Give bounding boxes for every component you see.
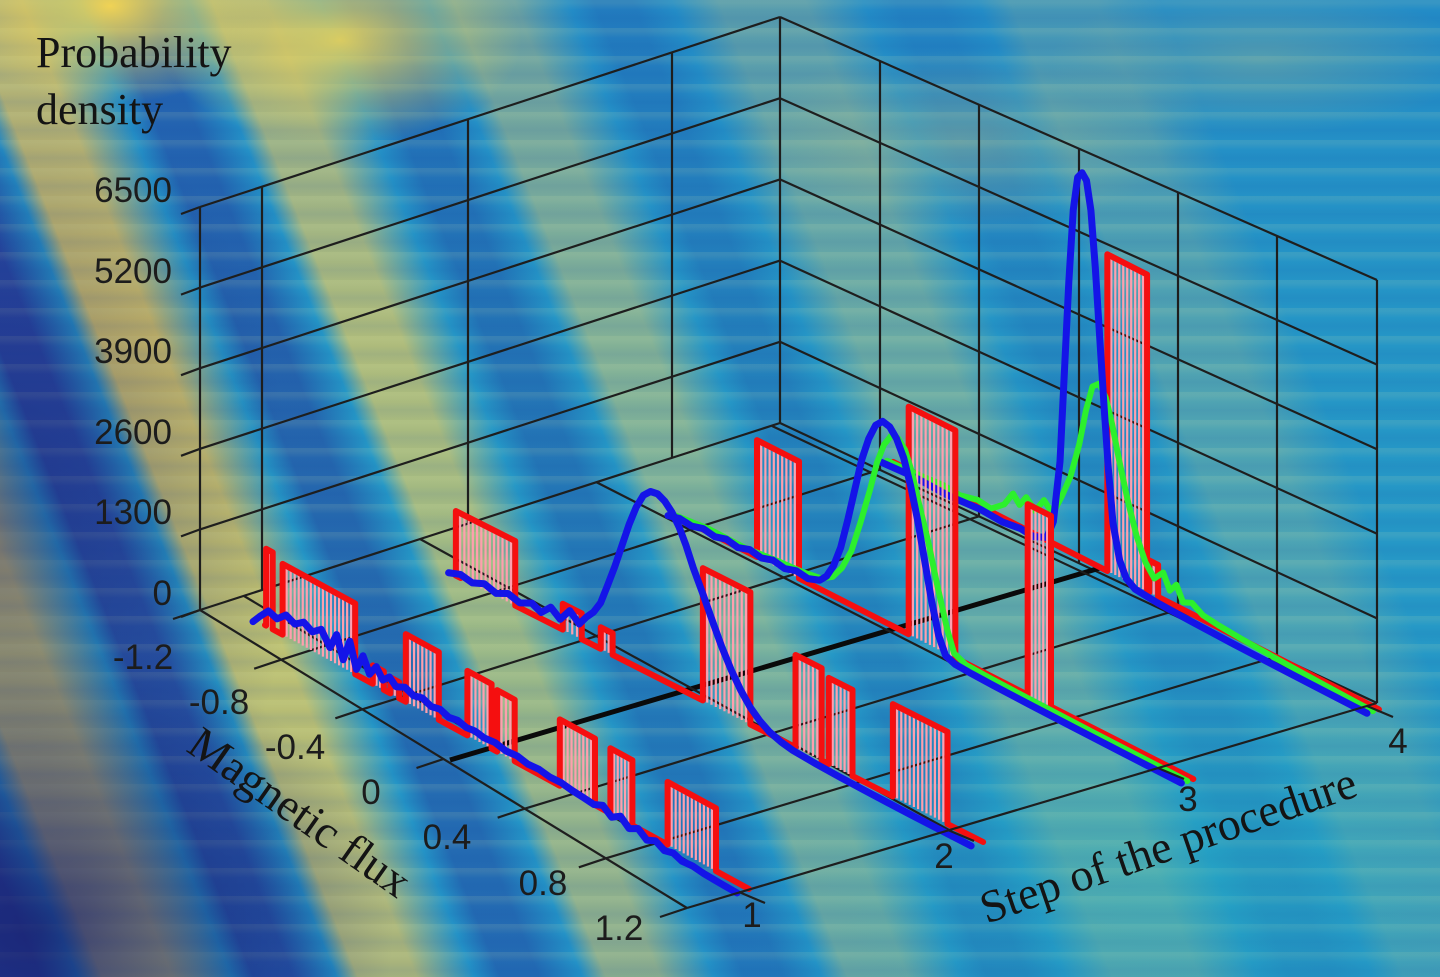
curve-step3-blue <box>664 417 1185 787</box>
step-tick-label-2: 2 <box>934 837 954 876</box>
z-tick-label-2600: 2600 <box>94 412 172 452</box>
curve-step4-red-stem <box>890 251 1382 713</box>
z-tick-label-5200: 5200 <box>94 251 172 291</box>
flux-tick-label-0.4: 0.4 <box>422 818 472 857</box>
step-tick-label-4: 4 <box>1388 722 1408 761</box>
flux-tick-label--1.2: -1.2 <box>112 638 174 677</box>
right-wall-grid <box>779 61 1378 657</box>
z-tick-label-0: 0 <box>152 574 172 613</box>
flux-tick-label-0.8: 0.8 <box>518 864 568 903</box>
z-tick-label-3900: 3900 <box>94 332 172 372</box>
flux-tick-label--0.4: -0.4 <box>264 728 326 767</box>
z-tick-label-1300: 1300 <box>94 493 172 533</box>
flux-tick-label-0: 0 <box>361 773 381 812</box>
z-axis-title-line1: Probability <box>36 28 232 77</box>
box-front-edges-and-ticks <box>172 205 1394 919</box>
flux-tick-label--0.8: -0.8 <box>188 683 250 722</box>
flux-tick-label-1.2: 1.2 <box>594 909 644 948</box>
left-wall-grid <box>199 52 781 590</box>
step-tick-label-1: 1 <box>742 896 762 935</box>
z-axis-title-line2: density <box>36 85 164 134</box>
z-axis-title: Probability density <box>36 24 232 138</box>
step-tick-label-3: 3 <box>1178 780 1198 819</box>
curve-step1-blue <box>249 607 741 897</box>
curve-step4-blue <box>877 169 1371 717</box>
z-tick-label-6500: 6500 <box>94 171 172 210</box>
box-back-edges <box>198 15 1379 704</box>
curve-step2-red-stem <box>452 508 987 845</box>
curve-step2-blue <box>445 488 975 850</box>
curve-step1-red-stem <box>262 545 752 892</box>
